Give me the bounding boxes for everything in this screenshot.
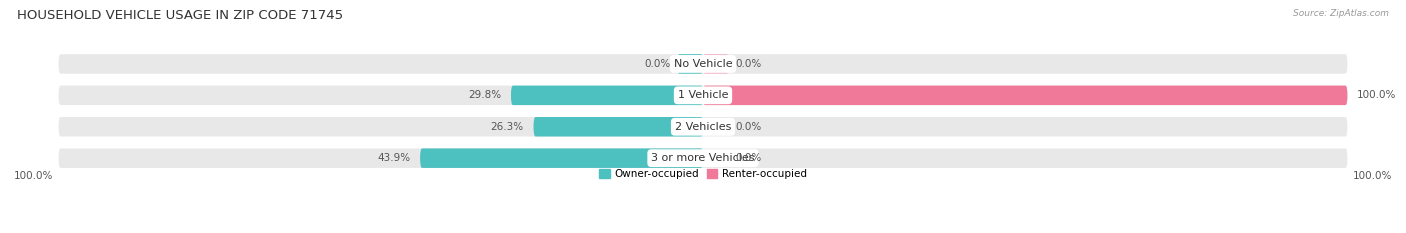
Text: 29.8%: 29.8% <box>468 90 502 100</box>
Text: 0.0%: 0.0% <box>644 59 671 69</box>
FancyBboxPatch shape <box>703 86 1347 105</box>
Text: 3 or more Vehicles: 3 or more Vehicles <box>651 153 755 163</box>
Text: 43.9%: 43.9% <box>377 153 411 163</box>
Text: 2 Vehicles: 2 Vehicles <box>675 122 731 132</box>
FancyBboxPatch shape <box>59 117 1347 137</box>
Text: 0.0%: 0.0% <box>735 122 762 132</box>
Text: Source: ZipAtlas.com: Source: ZipAtlas.com <box>1294 9 1389 18</box>
FancyBboxPatch shape <box>420 148 703 168</box>
FancyBboxPatch shape <box>59 54 1347 74</box>
FancyBboxPatch shape <box>533 117 703 137</box>
Text: 0.0%: 0.0% <box>735 59 762 69</box>
FancyBboxPatch shape <box>59 86 1347 105</box>
Text: No Vehicle: No Vehicle <box>673 59 733 69</box>
FancyBboxPatch shape <box>678 54 703 74</box>
FancyBboxPatch shape <box>703 54 728 74</box>
FancyBboxPatch shape <box>59 148 1347 168</box>
Text: HOUSEHOLD VEHICLE USAGE IN ZIP CODE 71745: HOUSEHOLD VEHICLE USAGE IN ZIP CODE 7174… <box>17 9 343 22</box>
Text: 0.0%: 0.0% <box>735 153 762 163</box>
Text: 100.0%: 100.0% <box>1353 171 1392 181</box>
FancyBboxPatch shape <box>510 86 703 105</box>
Text: 1 Vehicle: 1 Vehicle <box>678 90 728 100</box>
Text: 26.3%: 26.3% <box>491 122 524 132</box>
Text: 100.0%: 100.0% <box>1357 90 1396 100</box>
Legend: Owner-occupied, Renter-occupied: Owner-occupied, Renter-occupied <box>599 169 807 179</box>
Text: 100.0%: 100.0% <box>14 171 53 181</box>
